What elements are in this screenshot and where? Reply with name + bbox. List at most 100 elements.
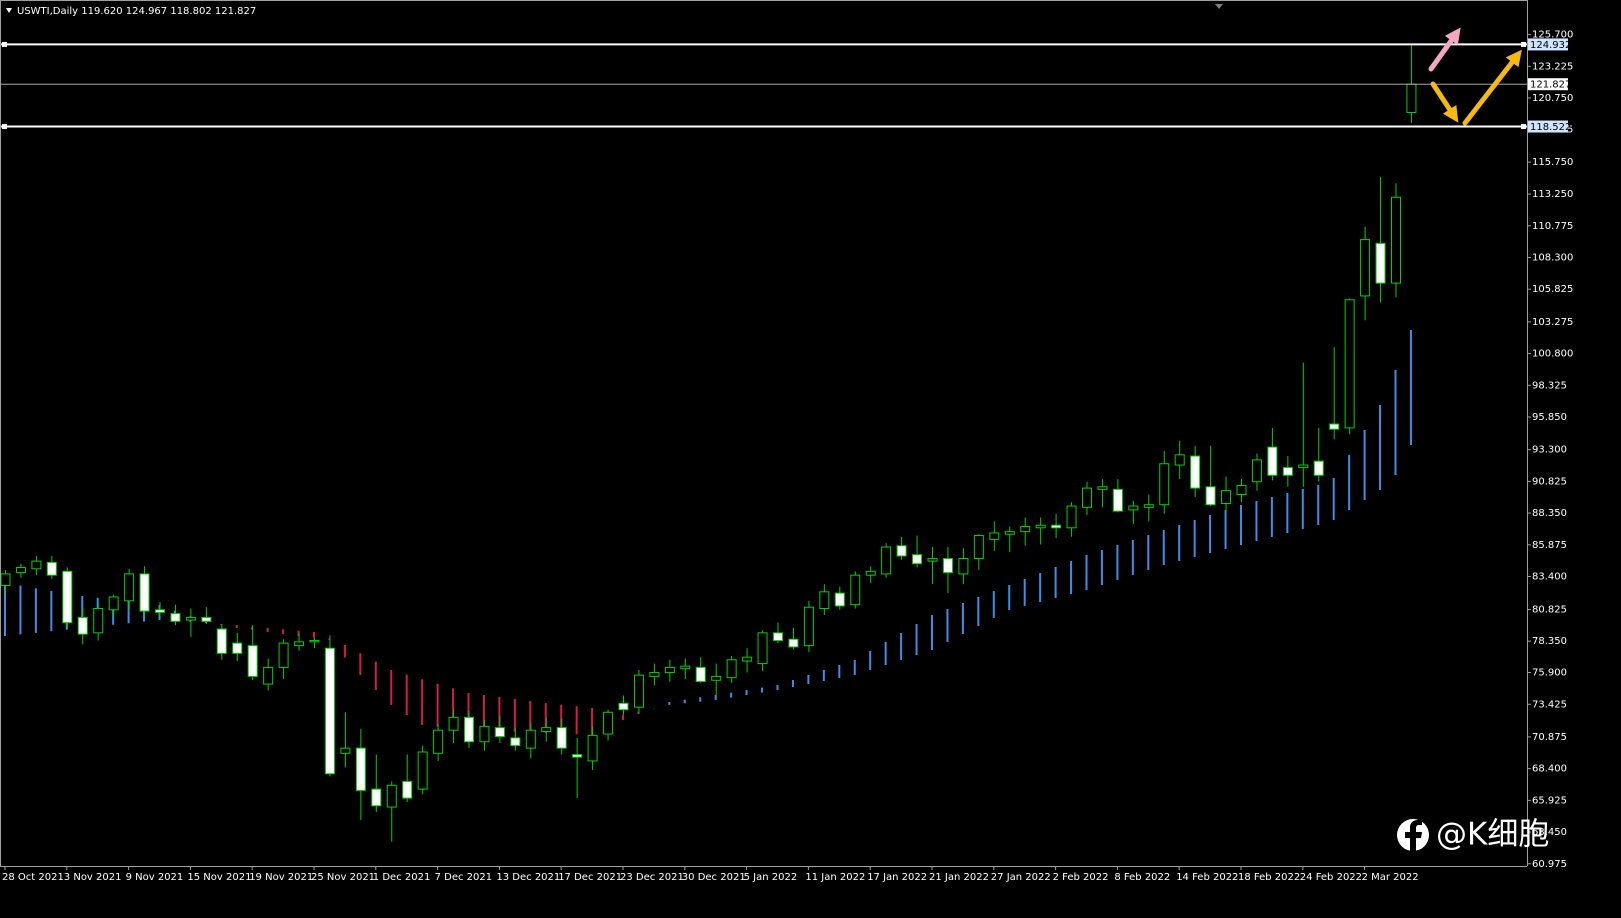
price-box-label: 118.522 (1530, 122, 1571, 133)
candle-body (1391, 196, 1401, 284)
price-box-label: 124.932 (1530, 40, 1571, 51)
y-tick-label: 75.900 (1532, 668, 1567, 679)
y-tick-label: 125.700 (1532, 30, 1573, 41)
candle-body (1236, 485, 1247, 495)
candle-body (742, 656, 753, 662)
x-tick-label: 14 Feb 2022 (1176, 872, 1238, 883)
header-arrow (6, 8, 12, 13)
candle-body (170, 613, 181, 622)
x-tick-label: 7 Dec 2021 (435, 872, 493, 883)
candle-body (371, 788, 382, 807)
candle-body (340, 747, 351, 754)
candle-body (618, 702, 629, 711)
candle-body (1329, 423, 1340, 430)
facebook-f (1405, 820, 1422, 852)
candle-body (232, 642, 243, 654)
y-tick-label: 120.750 (1532, 93, 1573, 104)
y-tick-label: 110.775 (1532, 221, 1573, 232)
candle-body (324, 647, 335, 775)
candle-body (572, 754, 583, 758)
candle-body (525, 729, 536, 749)
x-tick-label: 5 Jan 2022 (744, 872, 798, 883)
shift-marker (1215, 4, 1223, 9)
x-tick-label: 11 Jan 2022 (805, 872, 865, 883)
line-handle (1521, 41, 1526, 47)
candle-body (695, 666, 706, 683)
x-tick-label: 3 Nov 2021 (64, 872, 122, 883)
x-tick-label: 9 Nov 2021 (126, 872, 184, 883)
candle-body (819, 591, 830, 610)
y-tick-label: 80.825 (1532, 604, 1567, 615)
candle-body (912, 554, 923, 565)
candle-body (1097, 486, 1108, 490)
y-tick-label: 103.275 (1532, 317, 1573, 328)
candle-body (201, 616, 212, 622)
price-box (1528, 38, 1568, 51)
x-tick-label: 8 Feb 2022 (1114, 872, 1170, 883)
candle-body (556, 727, 567, 749)
candle-body (664, 666, 675, 674)
y-tick-label: 83.400 (1532, 571, 1567, 582)
y-tick-label: 95.850 (1532, 412, 1567, 423)
candle-body (1298, 464, 1309, 469)
candle-body (0, 573, 11, 586)
x-tick-label: 18 Feb 2022 (1238, 872, 1300, 883)
candle-body (1112, 488, 1123, 512)
y-tick-label: 60.975 (1532, 859, 1567, 870)
y-tick-label: 93.300 (1532, 445, 1567, 456)
candle-body (896, 545, 907, 557)
candle-body (1282, 467, 1293, 476)
y-tick-label: 68.400 (1532, 764, 1567, 775)
candle-body (1143, 504, 1154, 508)
y-tick-label: 98.325 (1532, 380, 1567, 391)
candle-body (757, 632, 768, 665)
candle-body (464, 716, 474, 743)
x-tick-label: 19 Nov 2021 (249, 872, 313, 883)
candle-body (93, 608, 104, 634)
candle-body (1221, 490, 1232, 504)
candle-body (1360, 239, 1371, 297)
candle-body (417, 751, 428, 790)
x-tick-label: 25 Nov 2021 (311, 872, 375, 883)
candle-body (541, 727, 552, 732)
candle-body (216, 628, 227, 654)
candle-body (278, 642, 289, 668)
candle-body (1020, 526, 1031, 533)
y-tick-label: 63.450 (1532, 827, 1567, 838)
y-tick-label: 105.825 (1532, 284, 1573, 295)
candle-body (680, 665, 691, 670)
x-tick-label: 1 Dec 2021 (373, 872, 431, 883)
y-tick-label: 88.350 (1532, 508, 1567, 519)
x-tick-label: 17 Jan 2022 (867, 872, 927, 883)
candle-body (77, 616, 88, 635)
y-tick-label: 70.875 (1532, 732, 1567, 743)
y-tick-label: 78.350 (1532, 636, 1567, 647)
watermark-text: @K细胞 (1436, 817, 1549, 853)
y-tick-label: 65.925 (1532, 795, 1567, 806)
arrow-up (1462, 49, 1522, 126)
candle-body (1190, 455, 1201, 489)
y-tick-label: 90.825 (1532, 476, 1567, 487)
price-box (1528, 120, 1568, 133)
price-box-label: 121.827 (1530, 80, 1571, 91)
x-tick-label: 2 Mar 2022 (1362, 872, 1419, 883)
candle-body (1035, 524, 1046, 529)
candle-body (865, 570, 876, 576)
x-tick-label: 15 Nov 2021 (187, 872, 251, 883)
arrow-up (1428, 27, 1461, 72)
y-tick-label: 85.875 (1532, 540, 1567, 551)
candle-body (927, 558, 938, 562)
candle-body (1174, 454, 1185, 466)
x-tick-label: 21 Jan 2022 (929, 872, 989, 883)
candle-body (15, 567, 26, 574)
candle-body (185, 616, 196, 621)
candle-body (155, 609, 165, 613)
candle-body (494, 727, 505, 738)
y-tick-label: 73.425 (1532, 699, 1567, 710)
candle-body (263, 666, 274, 685)
candle-body (479, 725, 490, 743)
candle-body (1128, 505, 1139, 511)
candle-body (402, 780, 413, 799)
